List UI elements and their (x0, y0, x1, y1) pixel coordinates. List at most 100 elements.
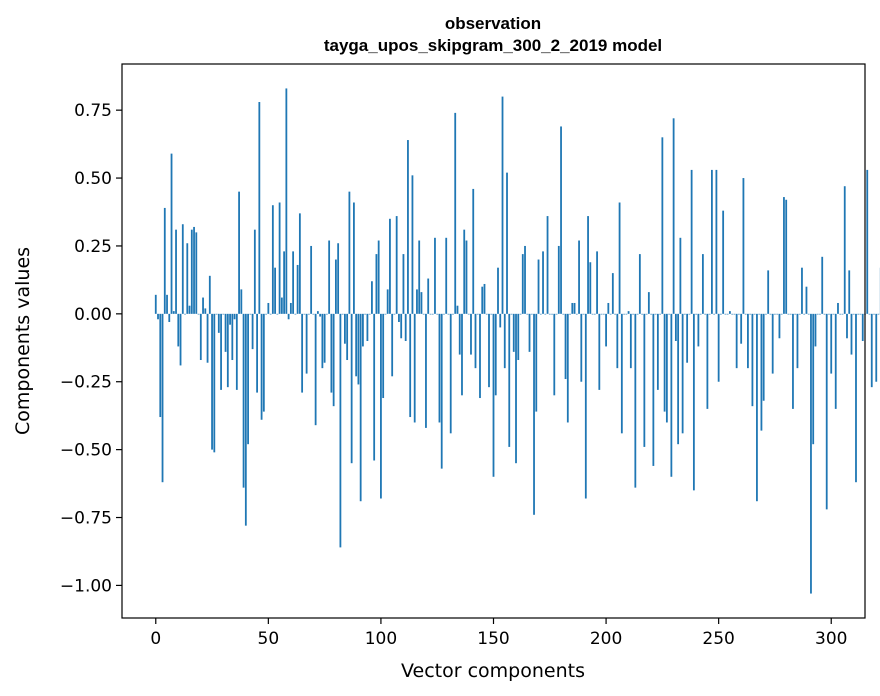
bar (711, 169, 713, 314)
bar (571, 302, 574, 314)
bar (859, 313, 862, 315)
y-tick-label: 0.50 (74, 169, 112, 189)
y-axis-ticks: 0.75 0.50 0.25 0.00 −0.25 −0.50 −0.75 −1.00 (60, 101, 122, 596)
bar (271, 205, 274, 314)
bar (517, 313, 520, 361)
bar (776, 313, 779, 315)
bar (663, 313, 666, 412)
bar (843, 186, 846, 314)
bar (332, 313, 335, 407)
x-tick-label: 50 (258, 629, 280, 649)
bar (235, 313, 238, 390)
bar (247, 313, 249, 445)
bar (542, 251, 544, 314)
bar (262, 313, 265, 412)
bar (170, 153, 173, 314)
bar (661, 137, 664, 314)
bar (794, 313, 797, 315)
bar (533, 313, 535, 515)
bar (861, 313, 864, 341)
bar (454, 112, 457, 314)
bar (181, 224, 184, 314)
bar (634, 313, 637, 488)
bar (767, 270, 770, 314)
bar (692, 313, 695, 491)
bar (528, 313, 531, 352)
bar (537, 259, 540, 314)
bar (301, 313, 304, 393)
bar (492, 313, 495, 477)
bar (870, 313, 873, 388)
bar (857, 313, 860, 315)
bar (733, 313, 736, 315)
bar (738, 313, 740, 315)
bar (440, 313, 443, 469)
bar (760, 313, 763, 431)
bar (841, 313, 844, 315)
y-axis-label: Components values (12, 247, 34, 435)
bar (154, 294, 157, 314)
bar (488, 313, 490, 388)
bar (393, 313, 396, 315)
bar (855, 313, 857, 483)
bar (512, 313, 515, 352)
bar (461, 313, 463, 396)
bar (656, 313, 659, 390)
bar (325, 313, 328, 315)
bar (195, 232, 198, 314)
bar (805, 286, 808, 314)
chart-subtitle: tayga_upos_skipgram_300_2_2019 model (324, 36, 662, 55)
bar (251, 313, 254, 350)
bar (215, 313, 218, 315)
bar (258, 102, 261, 314)
bar (265, 313, 267, 315)
bar (312, 313, 315, 315)
bar (233, 313, 236, 320)
x-tick-label: 0 (150, 629, 161, 649)
bar (821, 256, 824, 314)
bar (344, 313, 346, 344)
bar (744, 313, 747, 315)
bar (580, 313, 583, 382)
bar (240, 289, 243, 314)
bar (483, 283, 486, 314)
bar (447, 313, 450, 315)
x-axis-label: Vector components (401, 660, 585, 682)
bar (391, 313, 394, 377)
bar (377, 240, 380, 314)
bar (557, 245, 560, 314)
bar (269, 313, 272, 315)
bar (337, 243, 340, 314)
bar (339, 313, 342, 548)
bar (305, 313, 308, 374)
bar (668, 313, 671, 315)
bar (713, 313, 716, 315)
bar (485, 313, 488, 315)
bar (407, 140, 409, 314)
bar (521, 254, 524, 314)
bar (605, 313, 607, 347)
bar (267, 302, 270, 314)
bar (443, 313, 445, 315)
plot-area-frame (121, 63, 866, 619)
bar (607, 302, 610, 314)
bar (285, 88, 288, 314)
bar (260, 313, 263, 420)
bar (289, 302, 292, 314)
bar (618, 202, 621, 314)
bar (341, 313, 344, 315)
bar (231, 313, 234, 361)
bar (307, 313, 310, 315)
x-tick-label: 100 (365, 629, 397, 649)
bar (762, 313, 765, 401)
bar (220, 313, 222, 390)
bar (830, 313, 833, 374)
bar (190, 229, 193, 314)
bar (400, 313, 403, 339)
bar (564, 313, 567, 380)
bar (253, 229, 256, 314)
bar (575, 313, 578, 315)
bar (427, 278, 430, 314)
bar (193, 226, 195, 314)
